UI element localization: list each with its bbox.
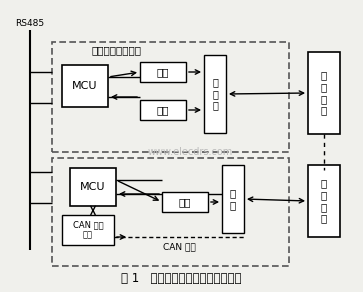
Bar [62, 215, 114, 245]
Bar [204, 55, 226, 133]
Text: 图 1   电池组均充管理系统拓扑结构: 图 1 电池组均充管理系统拓扑结构 [121, 272, 242, 284]
Text: 检测: 检测 [179, 197, 191, 207]
Text: 主
回
路: 主 回 路 [212, 77, 218, 111]
Bar [222, 165, 244, 233]
Text: 分只同时均充管理: 分只同时均充管理 [92, 45, 142, 55]
Text: 回
路: 回 路 [230, 188, 236, 210]
Text: MCU: MCU [80, 182, 106, 192]
Text: CAN 总线
接口: CAN 总线 接口 [73, 220, 103, 240]
Text: 充电: 充电 [157, 67, 169, 77]
Bar [308, 52, 340, 134]
Text: www.elecdrs.com: www.elecdrs.com [147, 147, 233, 157]
Bar [52, 158, 289, 266]
Bar [308, 165, 340, 237]
Bar [70, 168, 116, 206]
Text: 蓄
电
池
组: 蓄 电 池 组 [321, 179, 327, 223]
Text: MCU: MCU [72, 81, 98, 91]
Text: 检测: 检测 [157, 105, 169, 115]
Bar [52, 42, 289, 152]
Bar [62, 65, 108, 107]
Text: RS485: RS485 [16, 18, 45, 27]
Bar [140, 62, 186, 82]
Text: CAN 总线: CAN 总线 [163, 242, 195, 251]
Bar [162, 192, 208, 212]
Text: 蓄
电
池
组: 蓄 电 池 组 [321, 71, 327, 115]
Bar [140, 100, 186, 120]
